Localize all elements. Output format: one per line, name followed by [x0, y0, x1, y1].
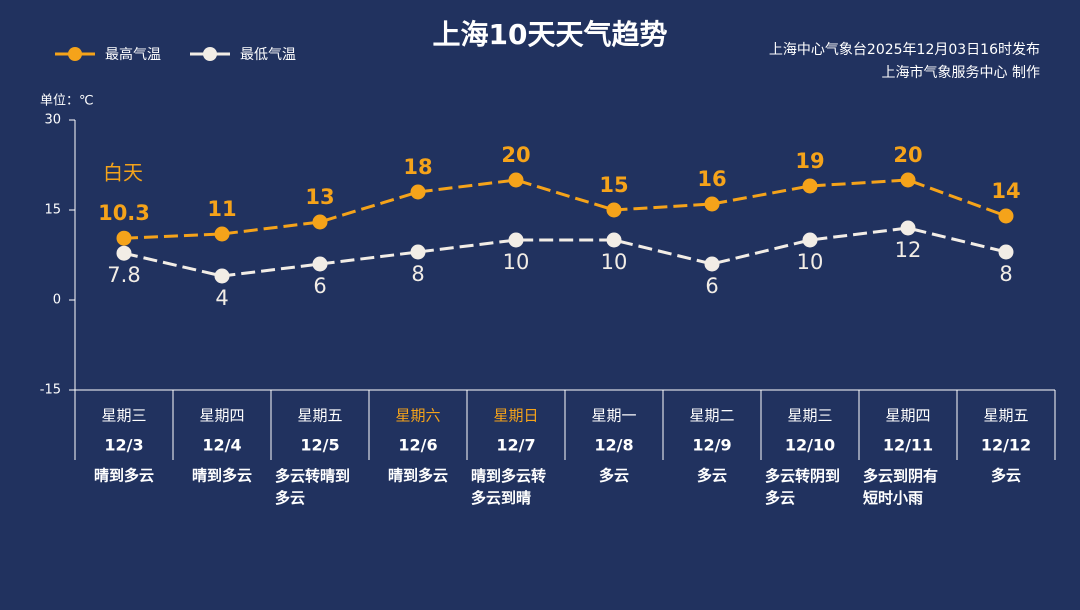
y-tick-label: 0: [53, 293, 61, 308]
weekday: 星期一: [591, 407, 636, 425]
point: [312, 214, 328, 230]
weekday: 星期四: [885, 407, 930, 425]
x-tick-label: 12/11: [883, 436, 933, 455]
weather: 多云到阴有短时小雨: [863, 467, 938, 507]
data-label: 7.8: [107, 263, 140, 287]
y-tick-label: -15: [40, 383, 61, 398]
legend-label: 最低气温: [240, 47, 296, 63]
data-label: 20: [501, 143, 530, 167]
point: [214, 268, 230, 284]
data-label: 10: [797, 250, 824, 274]
point: [508, 232, 524, 248]
x-tick-label: 12/12: [981, 436, 1031, 455]
data-label: 16: [697, 167, 726, 191]
data-label: 6: [705, 274, 718, 298]
weather: 多云: [991, 467, 1021, 485]
weather: 多云转阴到多云: [765, 467, 840, 507]
weather: 多云: [599, 467, 629, 485]
weekday: 星期二: [689, 407, 734, 425]
series-line: [123, 178, 1007, 240]
annotation: 白天: [103, 161, 143, 185]
data-label: 20: [893, 143, 922, 167]
weather: 晴到多云: [192, 467, 252, 485]
y-tick-label: 30: [44, 113, 61, 128]
x-tick-label: 12/6: [398, 436, 437, 455]
point: [606, 232, 622, 248]
data-label: 15: [599, 173, 628, 197]
data-label: 13: [305, 185, 334, 209]
data-label: 19: [795, 149, 824, 173]
weekday: 星期三: [787, 407, 832, 425]
weekday: 星期日: [493, 407, 538, 425]
data-label: 6: [313, 274, 326, 298]
x-tick-label: 12/3: [104, 436, 143, 455]
x-tick-label: 12/4: [202, 436, 241, 455]
weather: 晴到多云: [94, 467, 154, 485]
weather: 晴到多云: [388, 467, 448, 485]
source: 上海市气象服务中心 制作: [882, 64, 1040, 81]
source: 上海中心气象台2025年12月03日16时发布: [769, 42, 1040, 58]
point: [900, 172, 916, 188]
data-label: 10.3: [98, 201, 150, 225]
legend-label: 最高气温: [105, 46, 161, 63]
point: [802, 232, 818, 248]
y-tick-label: 15: [44, 203, 61, 218]
weekday: 星期五: [983, 407, 1028, 425]
weather: 多云: [697, 467, 727, 485]
point: [998, 208, 1014, 224]
x-tick-label: 12/8: [594, 436, 633, 455]
data-label: 14: [991, 179, 1020, 203]
point: [214, 226, 230, 242]
point: [410, 244, 426, 260]
data-label: 12: [895, 238, 922, 262]
unit-label: 单位：℃: [40, 94, 94, 109]
legend-marker: [203, 47, 217, 61]
point: [704, 196, 720, 212]
weekday: 星期六: [395, 407, 440, 425]
data-label: 4: [215, 286, 228, 310]
data-label: 10: [503, 250, 530, 274]
point: [508, 172, 524, 188]
point: [410, 184, 426, 200]
data-label: 18: [403, 155, 432, 179]
x-tick-label: 12/10: [785, 436, 835, 455]
point: [312, 256, 328, 272]
legend-marker: [68, 47, 82, 61]
data-label: 8: [411, 262, 424, 286]
weather: 多云转晴到多云: [275, 467, 350, 507]
x-tick-label: 12/9: [692, 436, 731, 455]
weekday: 星期四: [199, 407, 244, 425]
weekday: 星期三: [101, 407, 146, 425]
point: [998, 244, 1014, 260]
data-label: 10: [601, 250, 628, 274]
series-line: [123, 226, 1007, 278]
data-label: 8: [999, 262, 1012, 286]
data-label: 11: [207, 197, 236, 221]
chart-title: 上海10天天气趋势: [433, 18, 668, 51]
weekday: 星期五: [297, 407, 342, 425]
x-tick-label: 12/5: [300, 436, 339, 455]
point: [606, 202, 622, 218]
weather: 晴到多云转多云到晴: [471, 467, 546, 507]
x-tick-label: 12/7: [496, 436, 535, 455]
point: [802, 178, 818, 194]
point: [704, 256, 720, 272]
point: [116, 230, 132, 246]
point: [116, 245, 132, 261]
point: [900, 220, 916, 236]
